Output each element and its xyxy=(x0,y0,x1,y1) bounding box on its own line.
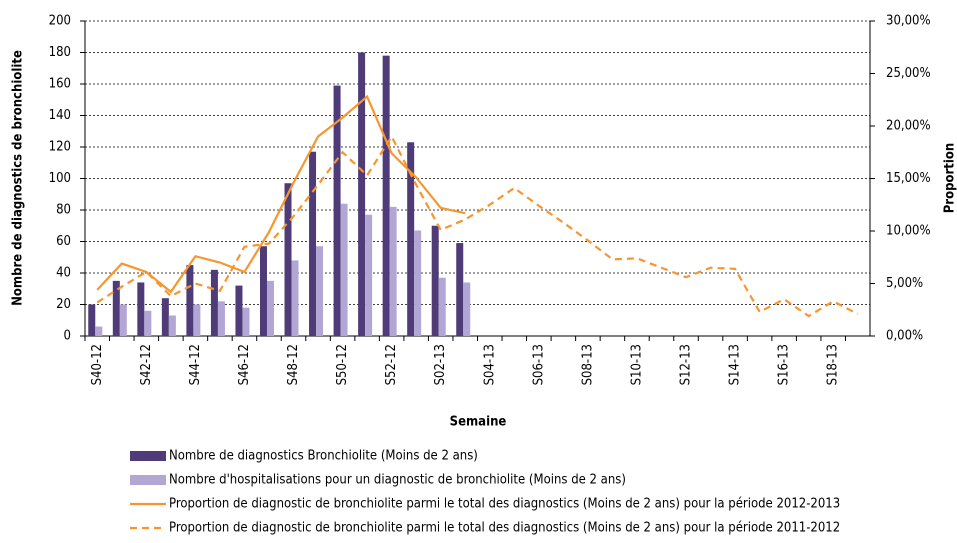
legend-swatch xyxy=(130,475,166,485)
x-tick-label: S06-13 xyxy=(531,344,546,385)
y-tick-label: 200 xyxy=(49,14,71,29)
x-tick-label: S40-12 xyxy=(90,344,105,385)
x-tick-label: S14-13 xyxy=(728,344,743,385)
bar xyxy=(383,56,390,336)
bar xyxy=(144,311,151,336)
y2-tick-label: 25,00% xyxy=(886,66,931,81)
bar xyxy=(341,204,348,336)
x-tick-label: S16-13 xyxy=(777,344,792,385)
y-tick-label: 60 xyxy=(56,234,71,249)
y-tick-label: 0 xyxy=(64,329,71,344)
y-axis-title: Nombre de diagnostics de bronchiolite xyxy=(11,50,26,306)
x-tick-label: S12-13 xyxy=(679,344,694,385)
y-tick-label: 140 xyxy=(49,108,71,123)
y-tick-label: 180 xyxy=(49,45,71,60)
bar xyxy=(309,152,316,336)
legend-label: Proportion de diagnostic de bronchiolite… xyxy=(169,521,840,536)
x-tick-label: S46-12 xyxy=(237,344,252,385)
x-tick-label: S04-13 xyxy=(482,344,497,385)
line xyxy=(97,137,857,317)
legend-label: Proportion de diagnostic de bronchiolite… xyxy=(169,497,840,512)
bar xyxy=(162,298,169,336)
y2-tick-label: 5,00% xyxy=(886,276,923,291)
y2-tick-label: 30,00% xyxy=(886,14,931,29)
y-tick-label: 120 xyxy=(49,140,71,155)
legend-label: Nombre de diagnostics Bronchiolite (Moin… xyxy=(169,449,478,464)
bar xyxy=(365,215,372,336)
legend-label: Nombre d'hospitalisations pour un diagno… xyxy=(169,473,626,488)
x-tick-label: S52-12 xyxy=(384,344,399,385)
x-tick-label: S42-12 xyxy=(139,344,154,385)
bar xyxy=(211,270,218,336)
x-tick-label: S44-12 xyxy=(188,344,203,385)
y2-tick-label: 10,00% xyxy=(886,224,931,239)
x-tick-label: S10-13 xyxy=(629,344,644,385)
bar xyxy=(414,230,421,336)
y-tick-label: 20 xyxy=(56,297,71,312)
y-tick-label: 100 xyxy=(49,171,71,186)
bar xyxy=(186,265,193,336)
y2-tick-label: 0,00% xyxy=(886,329,923,344)
bar xyxy=(292,260,299,336)
y-tick-label: 160 xyxy=(49,77,71,92)
x-tick-label: S18-13 xyxy=(826,344,841,385)
bar xyxy=(260,246,267,336)
x-tick-label: S08-13 xyxy=(580,344,595,385)
legend-swatch xyxy=(130,451,166,461)
x-tick-label: S48-12 xyxy=(286,344,301,385)
bar xyxy=(463,282,470,336)
bar xyxy=(242,308,249,336)
bar xyxy=(439,278,446,336)
bar xyxy=(267,281,274,336)
y2-axis-title: Proportion xyxy=(943,143,957,214)
y2-tick-label: 15,00% xyxy=(886,171,931,186)
bar xyxy=(358,53,365,337)
y2-tick-label: 20,00% xyxy=(886,119,931,134)
bar xyxy=(390,207,397,336)
bar xyxy=(456,243,463,336)
bar xyxy=(316,246,323,336)
bar xyxy=(95,327,102,336)
x-tick-label: S50-12 xyxy=(335,344,350,385)
bar xyxy=(88,305,95,337)
y-tick-label: 40 xyxy=(56,266,71,281)
bar xyxy=(235,286,242,336)
bar xyxy=(137,282,144,336)
bar xyxy=(432,226,439,336)
y-tick-label: 80 xyxy=(56,203,71,218)
bar xyxy=(285,183,292,336)
x-axis-title: Semaine xyxy=(450,415,507,430)
bar xyxy=(193,305,200,337)
x-tick-label: S02-13 xyxy=(433,344,448,385)
bar xyxy=(120,305,127,337)
bar xyxy=(169,316,176,336)
bar xyxy=(218,301,225,336)
